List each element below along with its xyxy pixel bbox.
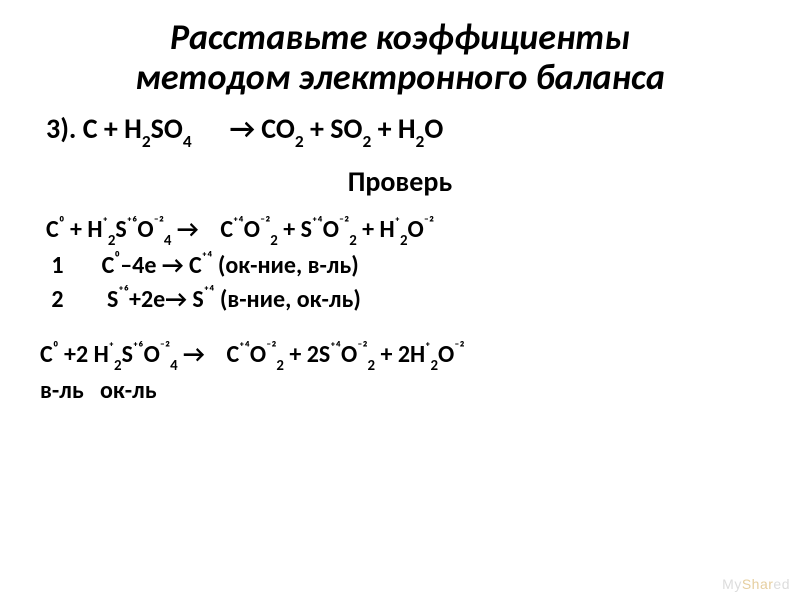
sb: 2 bbox=[400, 231, 408, 249]
t: O bbox=[144, 340, 160, 369]
watermark: MyShared bbox=[722, 576, 790, 592]
s: ⁺⁶ bbox=[127, 214, 138, 232]
t: O bbox=[137, 215, 153, 244]
t: C bbox=[40, 340, 53, 369]
t: C bbox=[46, 215, 59, 244]
eq-sub: 2 bbox=[416, 130, 425, 152]
sb: 2 bbox=[349, 231, 357, 249]
eq-text: + H bbox=[371, 111, 415, 146]
final-line-1: C⁰ +2 H⁺2S⁺⁶O⁻²4 → C⁺⁴O⁻²2 + 2S⁺⁴O⁻²2 + … bbox=[40, 338, 760, 374]
s: ⁻² bbox=[154, 214, 164, 232]
sb: 2 bbox=[430, 356, 438, 374]
sb: 2 bbox=[276, 356, 284, 374]
s: ⁺⁶ bbox=[133, 339, 144, 357]
t: O bbox=[250, 340, 266, 369]
s: ⁻² bbox=[339, 214, 349, 232]
sb: 2 bbox=[114, 356, 122, 374]
s: ⁻² bbox=[424, 214, 434, 232]
eq-text: + SO bbox=[304, 111, 363, 146]
eq-sub: 2 bbox=[142, 130, 151, 152]
t: –4e → C bbox=[120, 251, 201, 280]
s: ⁺⁴ bbox=[204, 283, 215, 301]
eq-arrow: → bbox=[230, 111, 255, 146]
s: ⁰ bbox=[114, 249, 120, 267]
t: +2e→ S bbox=[129, 285, 204, 314]
ox-line-2: 1 C⁰–4e → C⁺⁴ (ок-ние, в-ль) bbox=[46, 249, 760, 283]
title-line-2: методом электронного баланса bbox=[135, 55, 665, 99]
arr: → bbox=[178, 340, 227, 369]
s: ⁰ bbox=[53, 339, 59, 357]
watermark-part-3: ed bbox=[773, 576, 790, 592]
t: + H bbox=[357, 215, 395, 244]
s: ⁺⁴ bbox=[330, 339, 341, 357]
slide: Расставьте коэффициенты методом электрон… bbox=[0, 0, 800, 600]
t: O bbox=[244, 215, 260, 244]
s: ⁺ bbox=[395, 214, 400, 232]
t: S bbox=[115, 215, 126, 244]
t: C bbox=[220, 215, 233, 244]
s: ⁻² bbox=[357, 339, 367, 357]
t: + S bbox=[278, 215, 312, 244]
t: (ок-ние, в-ль) bbox=[212, 251, 358, 280]
oxidation-block: C⁰ + H⁺2S⁺⁶O⁻²4 → C⁺⁴O⁻²2 + S⁺⁴O⁻²2 + H⁺… bbox=[40, 213, 760, 316]
sb: 2 bbox=[270, 231, 278, 249]
ox-line-3: 2 S⁺⁶+2e→ S⁺⁴ (в-ние, ок-ль) bbox=[46, 283, 760, 317]
s: ⁻² bbox=[266, 339, 276, 357]
s: ⁻² bbox=[260, 214, 270, 232]
problem-equation: 3). C + H2SO4 → CO2 + SO2 + H2O bbox=[40, 111, 760, 150]
t: +2 H bbox=[59, 340, 109, 369]
problem-number: 3). bbox=[46, 111, 76, 146]
sb: 2 bbox=[368, 356, 376, 374]
t: + 2S bbox=[284, 340, 330, 369]
t: 2 S bbox=[46, 285, 118, 314]
s: ⁻² bbox=[160, 339, 170, 357]
t: 1 C bbox=[46, 251, 114, 280]
arr: → bbox=[171, 215, 220, 244]
watermark-part-2: Shar bbox=[742, 576, 774, 592]
eq-gap bbox=[192, 111, 230, 146]
final-line-2: в-ль ок-ль bbox=[40, 374, 760, 408]
t: O bbox=[323, 215, 339, 244]
final-block: C⁰ +2 H⁺2S⁺⁶O⁻²4 → C⁺⁴O⁻²2 + 2S⁺⁴O⁻²2 + … bbox=[40, 338, 760, 407]
t: O bbox=[341, 340, 357, 369]
t: + H bbox=[65, 215, 103, 244]
s: ⁺⁴ bbox=[312, 214, 323, 232]
s: ⁺ bbox=[103, 214, 108, 232]
sb: 2 bbox=[108, 231, 116, 249]
sb: 4 bbox=[170, 356, 178, 374]
s: ⁺ bbox=[109, 339, 114, 357]
eq-text: SO bbox=[151, 111, 183, 146]
t: + 2H bbox=[375, 340, 425, 369]
title-line-1: Расставьте коэффициенты bbox=[170, 15, 630, 59]
s: ⁺⁴ bbox=[202, 249, 213, 267]
check-label: Проверь bbox=[40, 164, 760, 199]
s: ⁺⁴ bbox=[239, 339, 250, 357]
s: ⁺⁶ bbox=[118, 283, 129, 301]
t: O bbox=[438, 340, 454, 369]
s: ⁺⁴ bbox=[233, 214, 244, 232]
eq-text: C + H bbox=[76, 111, 141, 146]
s: ⁺ bbox=[425, 339, 430, 357]
s: ⁻² bbox=[454, 339, 464, 357]
slide-title: Расставьте коэффициенты методом электрон… bbox=[40, 18, 760, 97]
sb: 4 bbox=[164, 231, 172, 249]
s: ⁰ bbox=[59, 214, 65, 232]
t: S bbox=[122, 340, 133, 369]
eq-text: O bbox=[424, 111, 443, 146]
eq-sub: 2 bbox=[295, 130, 304, 152]
t: O bbox=[408, 215, 424, 244]
watermark-part-1: My bbox=[722, 576, 742, 592]
ox-line-1: C⁰ + H⁺2S⁺⁶O⁻²4 → C⁺⁴O⁻²2 + S⁺⁴O⁻²2 + H⁺… bbox=[46, 213, 760, 249]
t: C bbox=[226, 340, 239, 369]
t: (в-ние, ок-ль) bbox=[214, 285, 360, 314]
eq-sub: 2 bbox=[362, 130, 371, 152]
eq-text: CO bbox=[255, 111, 295, 146]
eq-sub: 4 bbox=[183, 130, 192, 152]
